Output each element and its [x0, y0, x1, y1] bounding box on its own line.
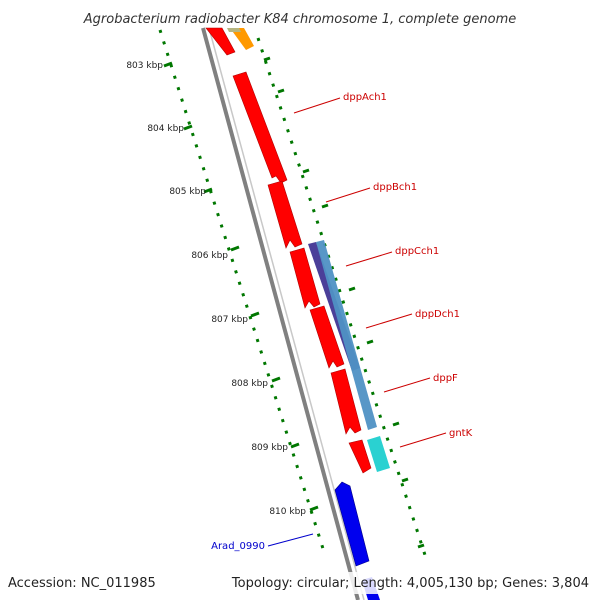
outer-tick — [392, 421, 400, 427]
major-tick — [163, 61, 173, 68]
forward-cds-track — [205, 27, 372, 474]
major-tick — [230, 245, 240, 252]
leader-gntK — [399, 432, 447, 448]
kbp-label: 807 kbp — [211, 315, 248, 325]
outer-tick — [277, 88, 285, 94]
leader-dppDch1 — [365, 313, 413, 329]
major-ticks — [163, 61, 319, 512]
gene-dppCch1[interactable] — [289, 247, 321, 309]
inner-dotted-ring — [158, 29, 327, 556]
gene-label[interactable]: Arad_0990 — [211, 541, 265, 552]
backbone — [201, 27, 365, 600]
footer-backdrop — [258, 572, 600, 594]
topology-summary: Topology: circular; Length: 4,005,130 bp… — [231, 576, 589, 591]
gene-labels: dppAch1 dppBch1 dppCch1 dppDch1 dppF gnt… — [211, 92, 472, 552]
outer-tick — [263, 56, 271, 62]
outer-tick — [401, 477, 409, 483]
blast-hit-steel — [316, 240, 377, 430]
major-tick — [183, 124, 193, 131]
kbp-label: 806 kbp — [191, 251, 228, 261]
leader-dppBch1 — [325, 187, 371, 203]
gene-label[interactable]: dppDch1 — [415, 309, 460, 320]
blast-hit-cyan — [367, 436, 390, 472]
outer-ticks — [263, 56, 425, 549]
gene-label[interactable]: dppCch1 — [395, 246, 439, 257]
gene-dppDch1[interactable] — [309, 305, 345, 369]
leader-lines — [267, 97, 447, 547]
gene-dppF[interactable] — [330, 368, 362, 435]
map-title: Agrobacterium radiobacter K84 chromosome… — [83, 12, 516, 27]
orange-feature[interactable] — [230, 28, 254, 50]
gene-gntK[interactable] — [348, 439, 372, 474]
gene-label[interactable]: gntK — [449, 428, 473, 439]
leader-dppAch1 — [293, 97, 341, 114]
olive-feature — [227, 28, 241, 32]
leader-dppCch1 — [345, 251, 393, 267]
major-tick — [290, 442, 300, 449]
gene-segment[interactable] — [205, 27, 236, 56]
accession-text: Accession: NC_011985 — [8, 576, 156, 591]
major-tick — [309, 505, 319, 512]
kbp-labels: 803 kbp 804 kbp 805 kbp 806 kbp 807 kbp … — [126, 61, 306, 517]
outer-tick — [366, 339, 374, 345]
outer-tick — [348, 286, 356, 292]
major-tick — [250, 311, 260, 318]
kbp-label: 803 kbp — [126, 61, 163, 71]
kbp-label: 809 kbp — [251, 443, 288, 453]
kbp-label: 810 kbp — [269, 507, 306, 517]
gene-label[interactable]: dppBch1 — [373, 182, 417, 193]
gene-label[interactable]: dppAch1 — [343, 92, 387, 103]
gene-label[interactable]: dppF — [433, 373, 458, 384]
kbp-label: 804 kbp — [147, 124, 184, 134]
outer-tick — [417, 543, 425, 549]
outer-tick — [302, 168, 310, 174]
major-tick — [271, 376, 281, 383]
kbp-label: 805 kbp — [169, 187, 206, 197]
leader-dppF — [383, 377, 431, 393]
kbp-label: 808 kbp — [231, 379, 268, 389]
leader-arad-0990 — [267, 533, 314, 547]
outer-dotted-ring — [256, 37, 427, 556]
gene-arad-0990[interactable] — [334, 481, 370, 567]
major-tick — [203, 187, 213, 194]
gene-dppBch1[interactable] — [267, 180, 303, 249]
outer-tick — [321, 203, 329, 209]
